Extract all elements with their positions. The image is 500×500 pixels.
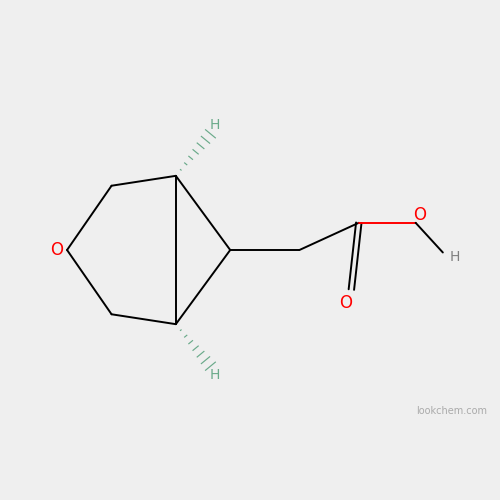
Text: O: O (413, 206, 426, 224)
Text: O: O (339, 294, 352, 312)
Text: H: H (209, 118, 220, 132)
Text: H: H (209, 368, 220, 382)
Text: H: H (450, 250, 460, 264)
Text: O: O (50, 241, 62, 259)
Text: lookchem.com: lookchem.com (416, 406, 488, 416)
